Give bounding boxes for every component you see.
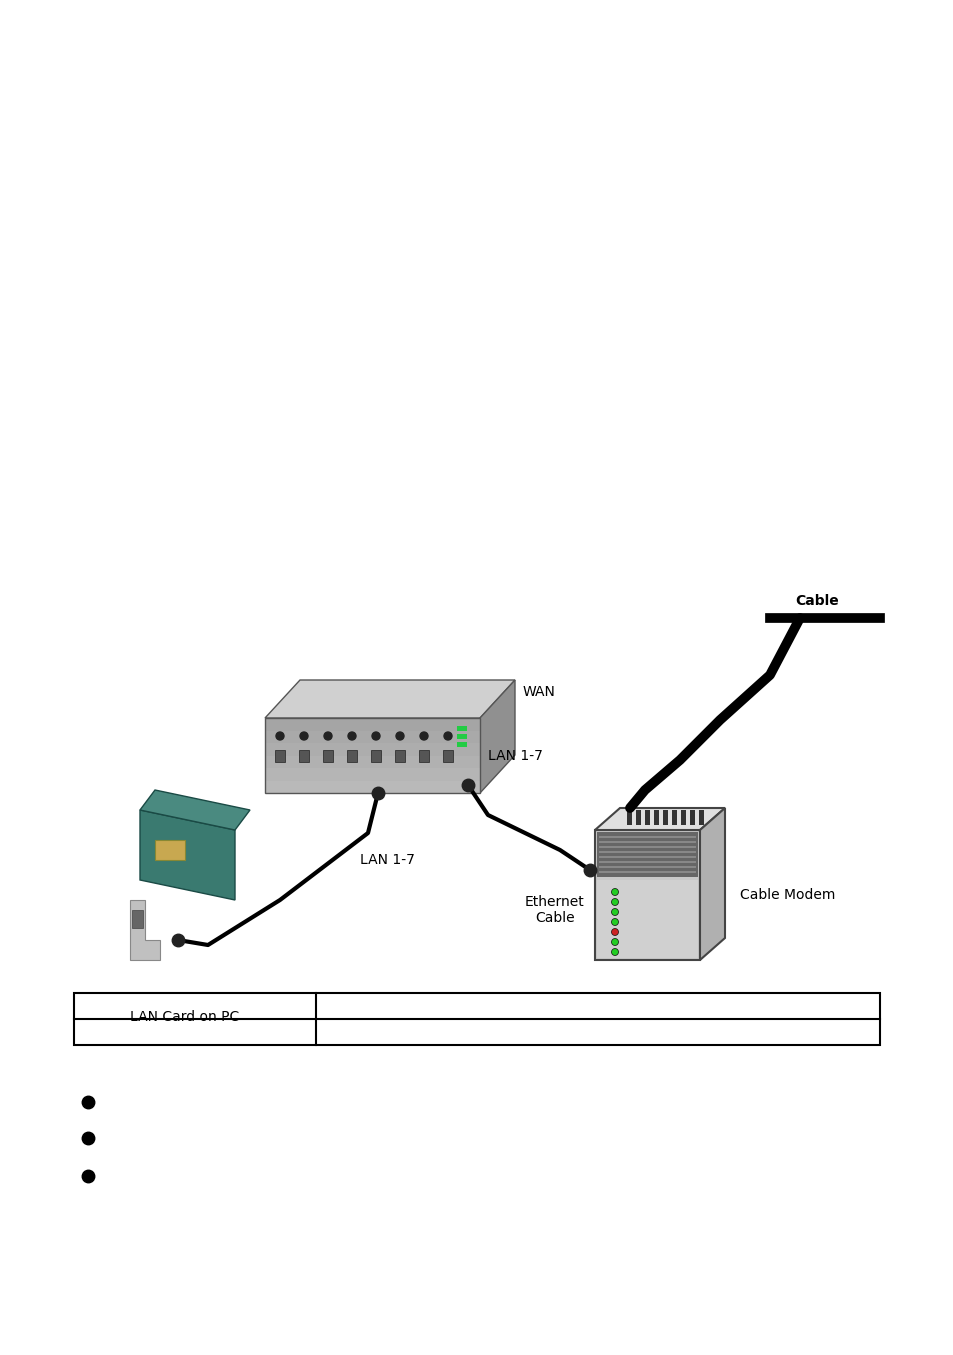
- Bar: [636, 810, 640, 825]
- Polygon shape: [595, 831, 700, 959]
- Bar: [598, 841, 696, 843]
- Bar: [298, 751, 309, 762]
- Bar: [598, 860, 696, 863]
- Circle shape: [419, 732, 428, 740]
- Text: WAN: WAN: [522, 686, 556, 699]
- Polygon shape: [265, 680, 515, 718]
- Circle shape: [372, 732, 379, 740]
- Bar: [644, 810, 649, 825]
- Circle shape: [611, 889, 618, 896]
- Bar: [671, 810, 677, 825]
- Circle shape: [611, 928, 618, 935]
- Circle shape: [348, 732, 355, 740]
- Text: Cable: Cable: [794, 593, 838, 608]
- Circle shape: [275, 732, 284, 740]
- Bar: [442, 751, 453, 762]
- Bar: [597, 832, 698, 877]
- Text: LAN 1-7: LAN 1-7: [359, 854, 415, 867]
- Circle shape: [299, 732, 308, 740]
- Circle shape: [443, 732, 452, 740]
- Circle shape: [611, 948, 618, 955]
- Polygon shape: [700, 808, 724, 959]
- Circle shape: [611, 919, 618, 925]
- Polygon shape: [130, 900, 160, 959]
- Bar: [265, 743, 479, 756]
- Bar: [689, 810, 695, 825]
- Bar: [395, 751, 405, 762]
- Bar: [598, 866, 696, 869]
- Circle shape: [611, 898, 618, 905]
- Bar: [265, 718, 479, 793]
- Bar: [74, 993, 879, 1045]
- Bar: [456, 726, 467, 730]
- Bar: [418, 751, 429, 762]
- Bar: [265, 730, 479, 743]
- Bar: [680, 810, 685, 825]
- Bar: [132, 911, 143, 928]
- Bar: [598, 856, 696, 858]
- Circle shape: [611, 908, 618, 916]
- Text: LAN 1-7: LAN 1-7: [488, 749, 542, 763]
- Bar: [154, 840, 185, 860]
- Polygon shape: [479, 680, 515, 793]
- Bar: [274, 751, 285, 762]
- Bar: [598, 851, 696, 854]
- Bar: [598, 836, 696, 837]
- Bar: [598, 846, 696, 848]
- Bar: [265, 718, 479, 730]
- Bar: [265, 756, 479, 768]
- Bar: [265, 768, 479, 780]
- Bar: [597, 879, 698, 958]
- Bar: [265, 780, 479, 793]
- Text: Cable Modem: Cable Modem: [740, 888, 835, 902]
- Bar: [371, 751, 380, 762]
- Circle shape: [395, 732, 403, 740]
- Bar: [654, 810, 659, 825]
- Polygon shape: [595, 808, 724, 831]
- Circle shape: [324, 732, 332, 740]
- Polygon shape: [140, 790, 250, 831]
- Bar: [456, 743, 467, 747]
- Bar: [662, 810, 667, 825]
- Text: LAN Card on PC: LAN Card on PC: [131, 1009, 239, 1024]
- Bar: [699, 810, 703, 825]
- Text: Ethernet
Cable: Ethernet Cable: [524, 896, 584, 925]
- Bar: [323, 751, 333, 762]
- Polygon shape: [140, 810, 234, 900]
- Bar: [456, 734, 467, 738]
- Bar: [598, 871, 696, 873]
- Bar: [347, 751, 356, 762]
- Circle shape: [611, 939, 618, 946]
- Bar: [626, 810, 631, 825]
